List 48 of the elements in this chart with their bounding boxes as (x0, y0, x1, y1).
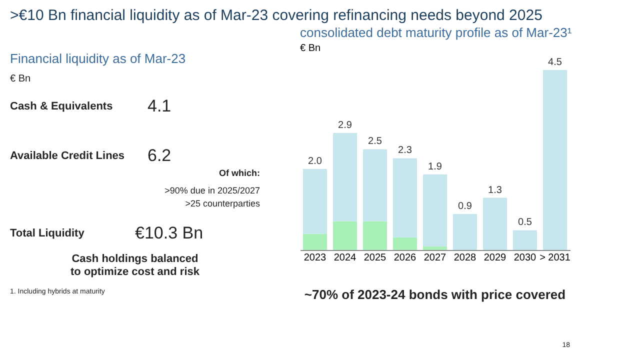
text: € Bn (10, 74, 31, 85)
bar (453, 214, 477, 250)
bar (513, 230, 537, 250)
x-tick-label: 2030 (514, 252, 537, 264)
x-tick-label: 2023 (304, 252, 327, 264)
annotation: 1.3 (488, 184, 502, 196)
text: Total Liquidity (10, 227, 86, 240)
bar (303, 234, 327, 250)
x-tick-label: > 2031 (540, 252, 571, 264)
annotation: 1.9 (428, 161, 442, 172)
annotation: 2.3 (398, 145, 412, 156)
annotation: 0.5 (518, 217, 532, 228)
text: >€10 Bn financial liquidity as of Mar-23 covering refinancing needs beyond 2025 (10, 7, 542, 24)
text: >90% due in 2025/2027 (164, 185, 260, 196)
text: Cash holdings balanced to optimize cost and risk (70, 253, 200, 278)
bar (423, 174, 447, 246)
text: Financial liquidity as of Mar-23 (10, 51, 186, 66)
text: Of which: (219, 168, 260, 178)
text: 6.2 (148, 146, 172, 165)
annotation: 2.0 (308, 156, 322, 167)
bar (333, 221, 357, 250)
annotation: 4.5 (548, 57, 562, 68)
bar (333, 133, 357, 222)
bar (363, 221, 387, 250)
bar (423, 246, 447, 250)
annotation: 0.9 (458, 201, 472, 212)
x-tick-label: 2025 (364, 252, 387, 264)
text: >25 counterparties (185, 198, 260, 208)
bar (543, 70, 567, 250)
text: €10.3 Bn (135, 223, 204, 242)
bar (363, 149, 387, 222)
x-tick-label: 2028 (454, 252, 477, 264)
text: ~70% of 2023-24 bonds with price covered (304, 287, 566, 302)
chart-subtitle: € Bn (300, 43, 321, 54)
x-tick-label: 2029 (484, 252, 507, 264)
bar (483, 198, 507, 250)
text: Available Credit Lines (10, 150, 125, 162)
annotation: 2.9 (338, 120, 352, 131)
text: 4.1 (148, 96, 172, 116)
bar (393, 237, 417, 250)
x-tick-label: 2024 (334, 252, 357, 264)
text: Cash & Equivalents (10, 100, 113, 113)
annotation: 2.5 (368, 136, 382, 148)
bar (393, 158, 417, 238)
x-tick-label: 2026 (394, 252, 417, 264)
chart-title: consolidated debt maturity profile as of Mar-23¹ (300, 25, 572, 40)
x-tick-label: 2027 (424, 252, 447, 264)
bar (303, 169, 327, 234)
